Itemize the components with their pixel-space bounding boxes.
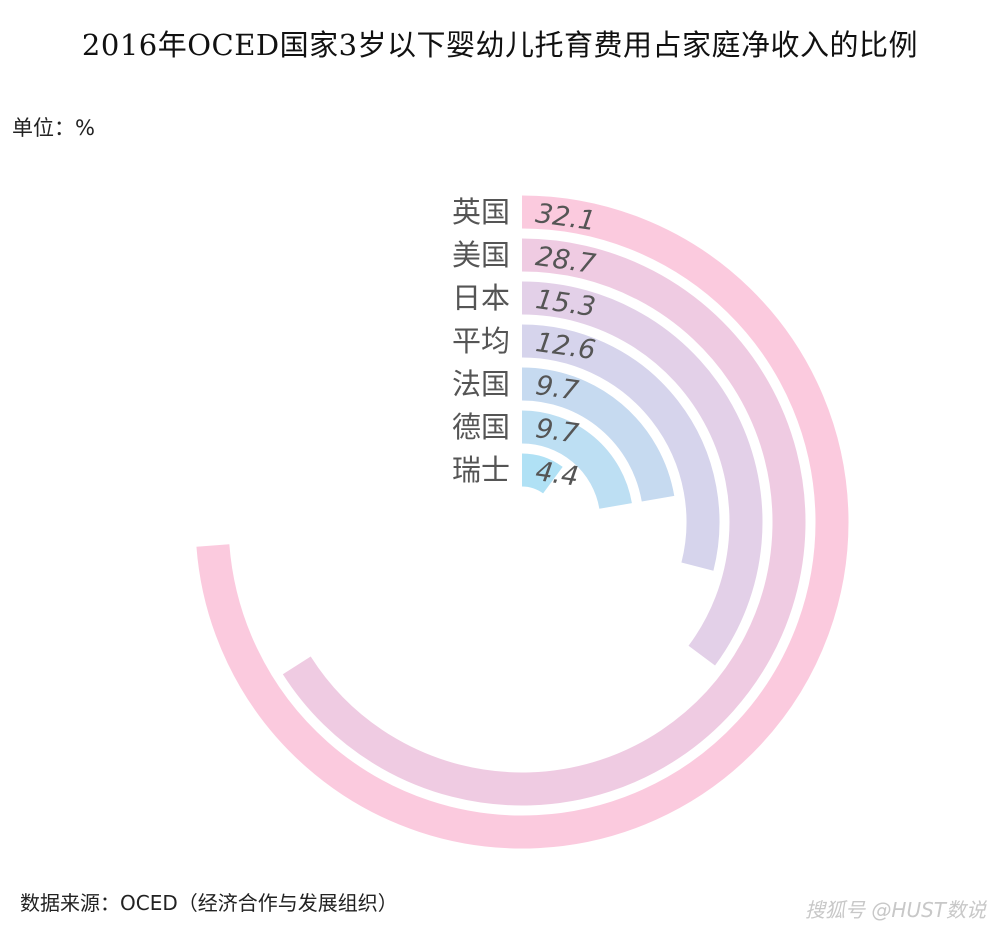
- value-label-平均: 12.6: [534, 327, 598, 366]
- category-label-美国: 美国: [452, 238, 510, 272]
- category-label-日本: 日本: [452, 281, 510, 315]
- category-label-瑞士: 瑞士: [452, 453, 510, 487]
- bar-法国: [521, 367, 675, 502]
- category-label-平均: 平均: [452, 324, 510, 358]
- bar-英国: [196, 195, 849, 849]
- source-note: 数据来源：OCED（经济合作与发展组织）: [20, 891, 398, 915]
- unit-label: 单位：%: [12, 116, 95, 140]
- watermark: 搜狐号 @HUST数说: [805, 898, 986, 922]
- value-label-瑞士: 4.4: [534, 456, 581, 493]
- bar-日本: [521, 281, 763, 666]
- category-label-英国: 英国: [452, 195, 510, 229]
- value-label-法国: 9.7: [534, 370, 581, 407]
- chart-title: 2016年OCED国家3岁以下婴幼儿托育费用占家庭净收入的比例: [81, 28, 919, 62]
- bar-德国: [521, 410, 632, 510]
- bar-平均: [521, 324, 720, 571]
- category-label-德国: 德国: [452, 410, 510, 444]
- value-label-日本: 15.3: [534, 284, 598, 323]
- category-label-法国: 法国: [452, 367, 510, 401]
- bar-美国: [282, 238, 806, 806]
- value-label-德国: 9.7: [534, 413, 581, 450]
- bar-瑞士: [521, 453, 563, 494]
